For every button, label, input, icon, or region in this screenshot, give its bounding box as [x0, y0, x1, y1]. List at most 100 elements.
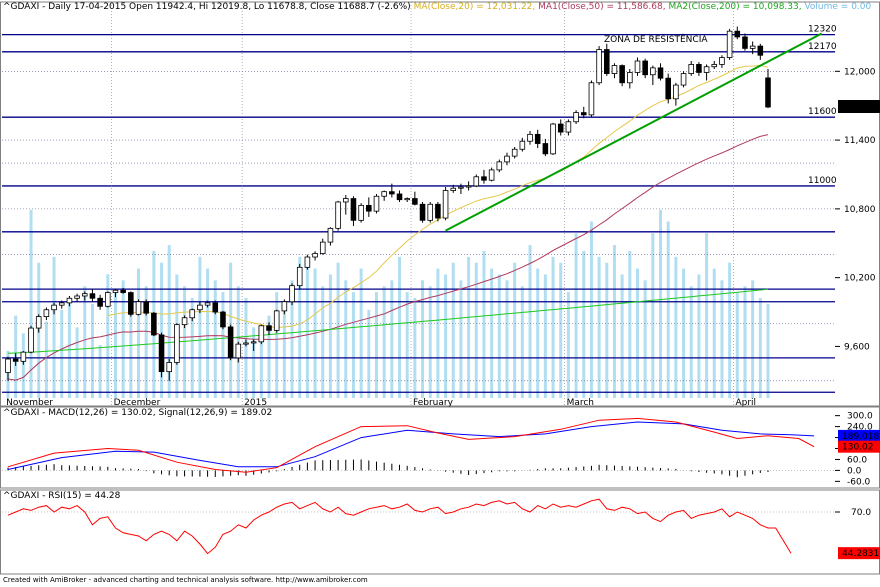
macd-y-tick-label: 60.0 [847, 455, 867, 465]
macd-last-value-label: 130.02 [842, 443, 874, 453]
macd-y-tick-label: 300.0 [847, 412, 873, 422]
candle-body [765, 77, 771, 108]
volume-bar [367, 309, 371, 398]
x-axis-label: April [735, 398, 756, 408]
ma200-line [7, 288, 769, 354]
candle-body [611, 65, 618, 75]
candle-body [673, 84, 679, 100]
price-title-part: ^GDAXI - Daily 17-04-2015 Open 11942.4, … [3, 2, 414, 12]
candle-body [35, 316, 42, 329]
candle-body [89, 293, 96, 299]
candle-body [181, 317, 188, 326]
candle-body [350, 198, 357, 221]
volume-bar [259, 339, 263, 398]
volume-bar [206, 268, 210, 398]
volume-bar [298, 256, 302, 398]
volume-bar [21, 333, 25, 398]
volume-bar [52, 256, 56, 398]
volume-bar [605, 262, 609, 398]
price-title-part: MA2(Close,200) = 10,098.33, [668, 2, 804, 12]
volume-bar [705, 233, 709, 398]
price-title-part: MA1(Close,50) = 11,586.68, [538, 2, 668, 12]
candle-body [243, 342, 249, 345]
volume-bar [612, 245, 616, 398]
candle-body [542, 143, 549, 155]
candle-body [166, 362, 172, 373]
macd-title: ^GDAXI - MACD(12,26) = 130.02, Signal(12… [3, 408, 272, 418]
volume-bar [67, 298, 71, 398]
volume-bar [344, 280, 348, 398]
candle-body [204, 302, 211, 306]
candle-body [550, 123, 556, 155]
candle-body [151, 312, 157, 336]
candle-body [450, 187, 457, 191]
volume-bar [620, 274, 624, 398]
volume-bar [551, 256, 555, 398]
candle-body [220, 311, 226, 328]
candle-body [511, 148, 518, 157]
candle-body [20, 351, 27, 362]
volume-bar [635, 268, 639, 398]
volume-bar [459, 280, 463, 398]
candle-body [458, 186, 464, 189]
volume-bar [244, 298, 248, 398]
y-tick-label: 10,800 [844, 205, 876, 215]
macd-last-value-box [838, 429, 880, 442]
volume-bar [405, 292, 409, 398]
volume-bar [252, 327, 256, 398]
candle-body [634, 60, 641, 73]
candle-body [650, 67, 656, 76]
candle-body [327, 227, 334, 243]
ma50-line [7, 134, 769, 381]
candle-body [135, 301, 142, 315]
volume-bar [144, 286, 148, 398]
volume-bar [651, 233, 655, 398]
volume-bar [528, 245, 532, 398]
current-price-label: 11,688.7 [842, 103, 880, 113]
candle-body [488, 169, 495, 181]
candle-body [97, 297, 103, 307]
volume-bar [436, 268, 440, 398]
volume-bar [559, 262, 563, 398]
candle-body [604, 49, 610, 75]
candle-body [442, 190, 449, 219]
volume-bar [482, 250, 486, 398]
volume-bar [728, 262, 732, 398]
candle-body [158, 334, 165, 373]
volume-bar [60, 309, 64, 398]
volume-bar [137, 268, 141, 398]
x-axis-label: November [6, 398, 53, 408]
volume-bar [282, 303, 286, 398]
volume-bar [190, 298, 194, 398]
candle-body [557, 123, 564, 133]
volume-bar [743, 286, 747, 398]
x-axis-label: 2015 [244, 398, 267, 408]
candle-body [481, 176, 487, 181]
volume-bar [351, 292, 355, 398]
level-line-label: 12320 [808, 25, 837, 35]
candle-body [519, 140, 526, 150]
candle-body [749, 45, 756, 49]
candle-body [120, 289, 126, 293]
candle-body [366, 205, 372, 212]
volume-bar [712, 268, 716, 398]
volume-bar [643, 280, 647, 398]
candle-body [381, 191, 387, 197]
x-axis-label: December [114, 398, 161, 408]
y-tick-label: 12,000 [844, 67, 876, 77]
volume-bar [474, 262, 478, 398]
volume-bar [382, 286, 386, 398]
candle-body [580, 112, 587, 116]
price-pane: 12320 12170 11600 11000 November December 2015… [0, 1, 880, 408]
x-axis-label: February [413, 398, 454, 408]
volume-bar [543, 274, 547, 398]
level-line-label: 12170 [808, 42, 837, 52]
volume-bar [735, 292, 739, 398]
candle-body [373, 195, 380, 212]
volume-bar [574, 233, 578, 398]
macd-y-tick-label: 0.0 [847, 466, 862, 476]
current-price-box [838, 99, 880, 113]
candle-body [596, 49, 602, 84]
volume-bar [497, 274, 501, 398]
